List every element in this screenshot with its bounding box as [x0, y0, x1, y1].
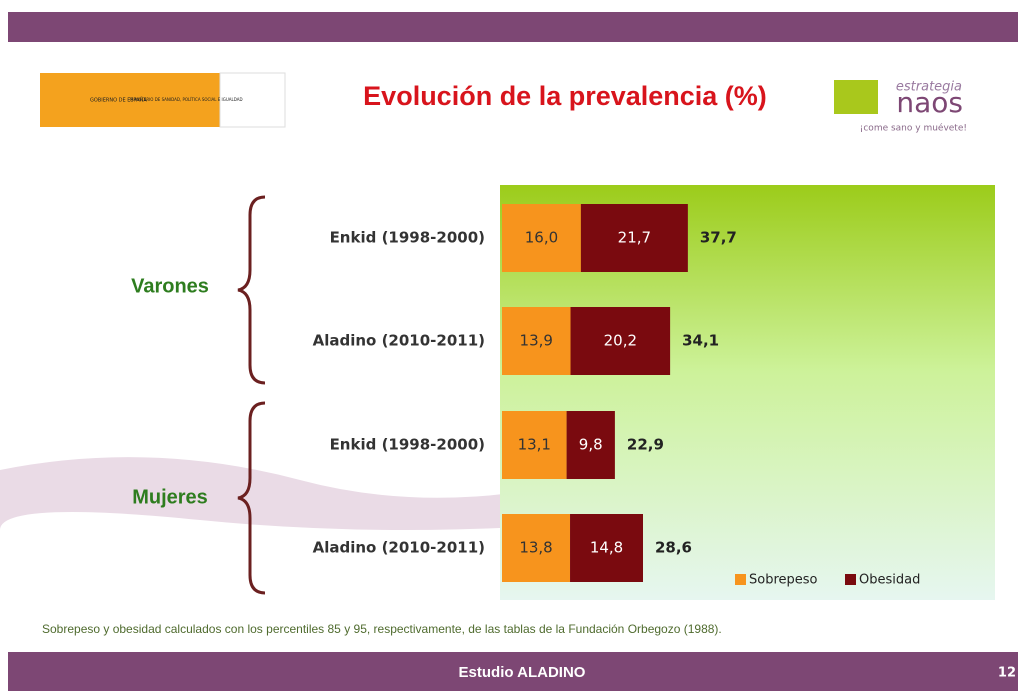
- value-label: 16,0: [525, 229, 558, 247]
- gov-text: GOBIERNO DE ESPAÑA: [90, 97, 147, 104]
- category-label: Aladino (2010-2011): [313, 539, 485, 557]
- bar-segment: [570, 307, 671, 375]
- value-label: 20,2: [604, 332, 637, 350]
- footer-title: Estudio ALADINO: [459, 664, 586, 681]
- naos-main: naos: [896, 86, 963, 119]
- total-label: 22,9: [627, 436, 664, 454]
- value-label: 9,8: [579, 436, 603, 454]
- value-label: 21,7: [618, 229, 651, 247]
- bar-segment: [570, 514, 643, 582]
- category-label: Enkid (1998-2000): [330, 229, 485, 247]
- value-label: 13,8: [519, 539, 552, 557]
- title: Evolución de la prevalencia (%): [363, 81, 767, 111]
- brace: [237, 195, 266, 385]
- ministry-text: MINISTERIO DE SANIDAD, POLÍTICA SOCIAL E…: [130, 97, 243, 102]
- top-band: [8, 12, 1018, 42]
- value-label: 13,9: [520, 332, 553, 350]
- bottom-band: [8, 652, 1018, 691]
- note: Sobrepeso y obesidad calculados con los …: [42, 622, 722, 636]
- naos-logo: [834, 80, 878, 114]
- total-label: 37,7: [700, 229, 737, 247]
- value-label: 13,1: [518, 436, 551, 454]
- naos-top: estrategia: [896, 80, 962, 95]
- value-label: 14,8: [590, 539, 623, 557]
- legend-label: Obesidad: [859, 573, 920, 588]
- bar-segment: [502, 411, 567, 479]
- gov-logo-part: [219, 72, 286, 128]
- total-label: 28,6: [655, 539, 692, 557]
- group-label: Mujeres: [132, 486, 208, 508]
- brace: [237, 401, 266, 595]
- group-label: Varones: [131, 275, 209, 297]
- naos-slogan: ¡come sano y muévete!: [860, 123, 967, 134]
- bar-segment: [502, 307, 571, 375]
- legend-label: Sobrepeso: [749, 573, 818, 588]
- category-label: Aladino (2010-2011): [313, 332, 485, 350]
- legend-swatch: [845, 574, 856, 585]
- bar-segment: [566, 411, 615, 479]
- bar-segment: [580, 204, 688, 272]
- decor: [0, 457, 620, 530]
- legend-swatch: [735, 574, 746, 585]
- category-label: Enkid (1998-2000): [330, 436, 485, 454]
- bar-segment: [502, 514, 571, 582]
- bar-segment: [502, 204, 581, 272]
- page-number: 12: [998, 666, 1016, 681]
- total-label: 34,1: [682, 332, 719, 350]
